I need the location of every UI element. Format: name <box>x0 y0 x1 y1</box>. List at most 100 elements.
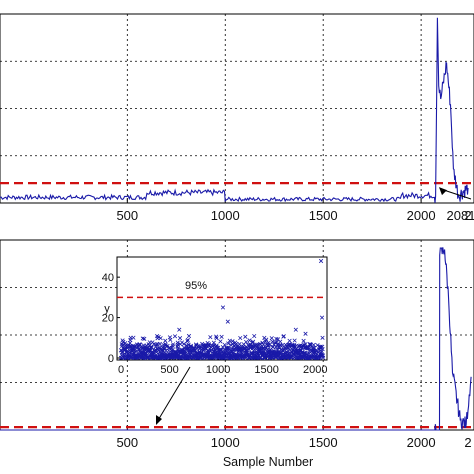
inset-point <box>320 347 325 352</box>
inset-point <box>302 350 307 356</box>
inset-point <box>230 339 235 344</box>
inset-point <box>149 345 154 350</box>
inset-point <box>301 338 306 343</box>
inset-point <box>287 338 292 343</box>
inset-point <box>264 337 269 342</box>
inset-point <box>220 305 226 310</box>
inset-point <box>252 333 257 339</box>
x-tick-label: 2 <box>464 208 471 223</box>
inset-point <box>222 342 227 347</box>
inset-point <box>247 338 252 343</box>
inset-x-tick-label: 1000 <box>206 364 230 376</box>
bottom-series-line <box>0 247 472 431</box>
inset-x-tick-label: 0 <box>118 364 124 376</box>
inset-point <box>218 339 223 344</box>
inset-point <box>266 340 271 345</box>
inset-chart: 0 500 1000 1500 2000 0 20 40 95% y <box>102 256 328 376</box>
inset-point <box>225 319 230 324</box>
top-series-line <box>0 17 469 203</box>
top-annotation <box>438 187 472 200</box>
inset-point <box>261 342 266 347</box>
inset-point <box>177 327 182 332</box>
inset-point <box>319 349 324 354</box>
inset-point <box>170 342 176 347</box>
inset-threshold-label: 95% <box>185 280 207 292</box>
inset-point <box>303 342 308 347</box>
inset-point <box>281 334 286 339</box>
inset-point <box>269 336 274 341</box>
inset-point <box>278 339 283 344</box>
inset-point <box>185 339 190 344</box>
inset-point <box>243 334 248 339</box>
x-tick-label: 2000 <box>407 435 436 450</box>
inset-point <box>172 334 178 339</box>
x-tick-label: 2081 <box>447 208 474 223</box>
inset-point <box>286 351 291 356</box>
inset-point <box>121 339 126 344</box>
inset-point <box>225 347 230 352</box>
bottom-x-ticks: 500 1000 1500 2000 2 <box>116 425 472 450</box>
inset-ticks: 0 500 1000 1500 2000 0 20 40 <box>102 272 328 376</box>
x-tick-label: 2000 <box>407 208 436 223</box>
inset-point <box>124 344 129 349</box>
inset-point <box>181 341 187 347</box>
inset-point <box>157 341 162 346</box>
x-tick-label: 1000 <box>211 435 240 450</box>
inset-y-tick-label: 0 <box>108 353 114 365</box>
inset-point <box>237 342 242 347</box>
inset-x-tick-label: 500 <box>160 364 178 376</box>
inset-point <box>142 336 147 341</box>
inset-point <box>175 340 180 345</box>
inset-point <box>303 331 308 336</box>
inset-x-tick-label: 2000 <box>303 364 327 376</box>
inset-point <box>228 349 234 354</box>
inset-point <box>185 337 190 343</box>
inset-point <box>164 344 169 349</box>
inset-point <box>163 338 168 343</box>
x-axis-label: Sample Number <box>223 455 313 469</box>
inset-point <box>136 347 141 352</box>
inset-point <box>158 336 163 341</box>
inset-y-axis-label: y <box>104 303 110 315</box>
inset-point <box>250 339 256 344</box>
inset-point <box>311 342 316 347</box>
inset-point <box>319 315 325 320</box>
inset-x-tick-label: 1500 <box>254 364 278 376</box>
x-tick-label: 1500 <box>309 435 338 450</box>
inset-point <box>318 344 323 349</box>
inset-point <box>270 339 275 344</box>
inset-point <box>143 350 148 355</box>
inset-point <box>186 333 192 339</box>
inset-point <box>267 342 272 347</box>
inset-point <box>163 342 168 347</box>
inset-point <box>156 334 161 340</box>
inset-point <box>260 340 265 345</box>
inset-y-tick-label: 20 <box>102 313 114 325</box>
annotation-arrowhead <box>438 187 447 196</box>
inset-point <box>219 334 224 339</box>
inset-point <box>177 336 183 341</box>
inset-point <box>131 335 136 340</box>
inset-pointer-arrow <box>156 366 191 425</box>
inset-scatter-points <box>118 258 326 361</box>
inset-point <box>293 327 298 332</box>
inset-point <box>226 341 231 346</box>
inset-point <box>206 343 211 348</box>
inset-point <box>320 353 326 358</box>
inset-point <box>320 335 325 340</box>
inset-point <box>238 335 243 341</box>
inset-point <box>168 337 173 342</box>
inset-point <box>292 338 297 343</box>
inset-point <box>208 335 213 340</box>
inset-point <box>214 336 219 341</box>
inset-point <box>128 351 133 356</box>
inset-point <box>318 258 324 264</box>
inset-point <box>244 339 249 345</box>
x-tick-label: 500 <box>116 208 138 223</box>
inset-y-tick-label: 40 <box>102 272 114 284</box>
x-tick-label: 1500 <box>309 208 338 223</box>
x-tick-label: 1000 <box>211 208 240 223</box>
x-tick-label: 500 <box>116 435 138 450</box>
